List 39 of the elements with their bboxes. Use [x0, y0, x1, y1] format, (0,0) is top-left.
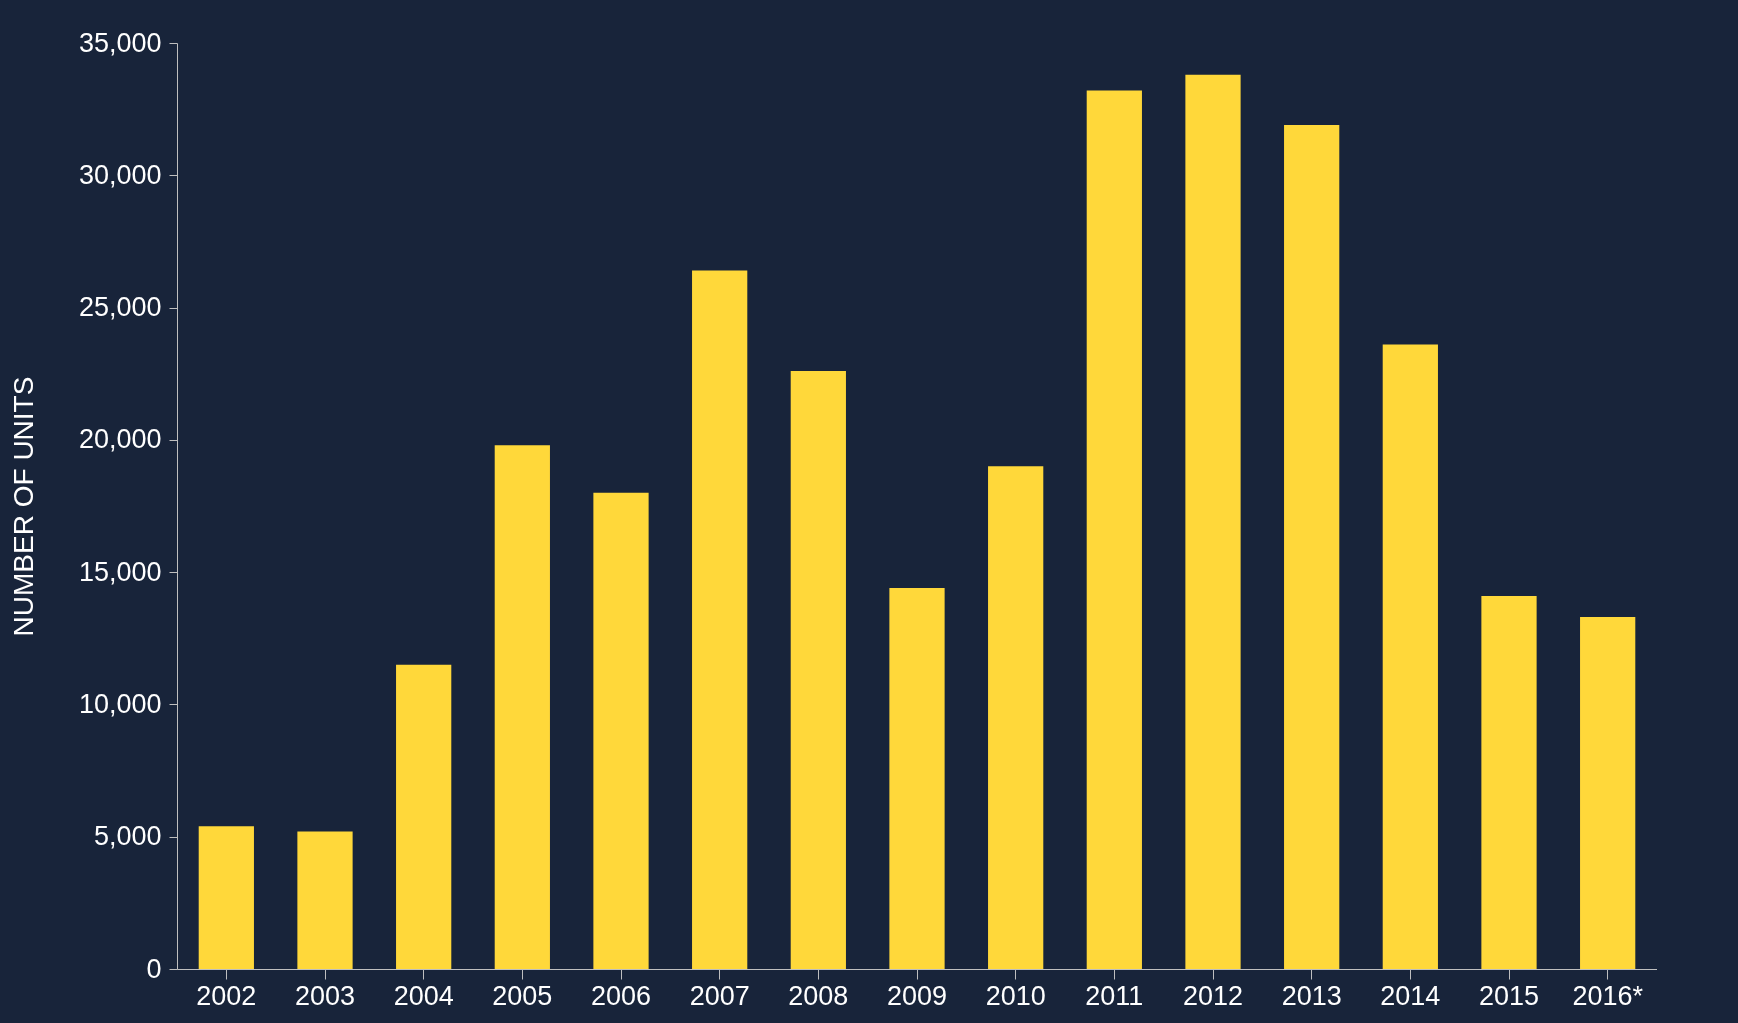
y-tick-label: 25,000: [78, 292, 162, 323]
bar: [790, 371, 846, 969]
x-tick-label: 2009: [886, 980, 948, 1011]
y-axis-title: NUMBER OF UNITS: [7, 376, 39, 637]
y-tick-label: 15,000: [78, 556, 162, 587]
x-tick-label: 2006: [590, 980, 652, 1011]
bar: [1382, 344, 1438, 969]
x-tick-label: 2002: [196, 980, 257, 1011]
x-tick-label: 2010: [985, 980, 1046, 1011]
x-tick-label: 2013: [1281, 980, 1342, 1011]
x-tick-label: 2003: [294, 980, 356, 1011]
y-tick-label: 5,000: [93, 821, 162, 852]
bar: [494, 445, 550, 969]
bar: [889, 588, 945, 969]
bar: [1284, 125, 1340, 969]
y-tick-label: 20,000: [78, 424, 162, 455]
y-tick-label: 35,000: [78, 27, 162, 58]
x-tick-label: 2005: [492, 980, 553, 1011]
bar: [692, 270, 748, 969]
bar: [1580, 617, 1636, 969]
bar: [1086, 90, 1142, 969]
x-tick-label: 2007: [689, 980, 750, 1011]
x-tick-label: 2014: [1380, 980, 1441, 1011]
y-tick-label: 0: [146, 953, 162, 984]
y-tick-label: 10,000: [78, 688, 162, 719]
y-tick-label: 30,000: [78, 159, 162, 190]
bar: [297, 831, 353, 969]
x-tick-label: 2008: [788, 980, 849, 1011]
x-tick-label: 2004: [393, 980, 454, 1011]
x-tick-label: 2012: [1182, 980, 1244, 1011]
bar: [396, 664, 452, 969]
bar: [593, 492, 649, 969]
bar: [198, 826, 254, 969]
bar: [1185, 74, 1241, 969]
bar: [1481, 595, 1537, 969]
x-tick-label: 2011: [1085, 980, 1144, 1011]
bar: [988, 466, 1044, 969]
x-tick-label: 2015: [1478, 980, 1540, 1011]
x-tick-label: 2016*: [1572, 980, 1644, 1011]
